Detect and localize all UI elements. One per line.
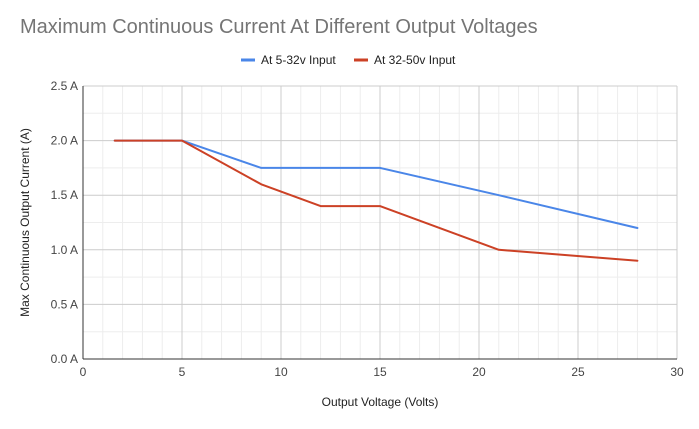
legend: At 5-32v Input At 32-50v Input [241, 53, 456, 67]
y-tick-label: 1.5 A [51, 188, 78, 202]
chart-title: Maximum Continuous Current At Different … [20, 16, 538, 38]
axes: 0 5 10 15 20 25 30 0.0 A 0.5 A 1.0 A 1.5 A 2.0 A 2.5… [51, 79, 684, 379]
grid [83, 85, 678, 359]
y-axis-title: Max Continuous Output Current (A) [18, 128, 32, 317]
legend-label: At 32-50v Input [374, 53, 456, 67]
series-layer [113, 139, 639, 262]
x-tick-label: 15 [373, 365, 387, 379]
x-tick-label: 30 [670, 365, 684, 379]
legend-label: At 5-32v Input [261, 53, 336, 67]
y-tick-label: 2.5 A [51, 79, 78, 93]
x-tick-label: 5 [179, 365, 186, 379]
x-tick-label: 0 [80, 365, 87, 379]
series-line-2 [113, 139, 639, 262]
x-tick-label: 25 [571, 365, 585, 379]
x-axis-title: Output Voltage (Volts) [322, 395, 439, 409]
y-tick-label: 0.0 A [51, 352, 78, 366]
x-tick-label: 20 [472, 365, 486, 379]
series-line-1 [113, 139, 639, 229]
y-tick-label: 0.5 A [51, 297, 78, 311]
x-tick-label: 10 [274, 365, 288, 379]
y-tick-label: 2.0 A [51, 134, 78, 148]
y-tick-label: 1.0 A [51, 243, 78, 257]
